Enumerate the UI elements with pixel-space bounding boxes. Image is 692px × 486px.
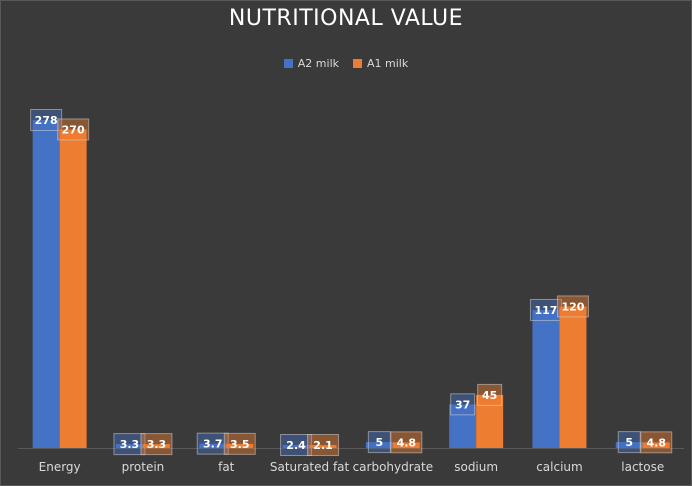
data-label-a2-4: 5 — [376, 436, 384, 449]
bar-a2-2 — [199, 443, 227, 448]
x-tick-label-7: lactose — [621, 460, 664, 474]
chart-title: NUTRITIONAL VALUE — [228, 6, 464, 31]
bar-a2-1 — [115, 444, 143, 448]
data-label-box-a1-6 — [556, 295, 589, 318]
x-tick-label-2: fat — [218, 460, 235, 474]
bar-a2-3 — [282, 445, 310, 448]
bar-a2-6 — [532, 309, 560, 448]
bar-a2-5 — [449, 404, 477, 448]
data-label-a1-7: 4.8 — [647, 436, 667, 449]
data-label-box-a2-5 — [450, 393, 476, 416]
bar-a1-3 — [309, 445, 337, 448]
data-label-a2-5: 37 — [455, 398, 470, 411]
data-label-box-a1-5 — [477, 383, 503, 406]
bar-a1-1 — [142, 444, 170, 448]
data-label-a2-2: 3.7 — [203, 438, 223, 451]
legend-item-a2: A2 milk — [283, 57, 339, 70]
data-label-box-a2-2 — [196, 432, 229, 455]
bar-a1-5 — [476, 394, 504, 448]
data-label-a1-2: 3.5 — [230, 438, 250, 451]
data-label-box-a1-0 — [57, 118, 90, 141]
legend-label-a1: A1 milk — [367, 57, 409, 70]
data-label-a1-3: 2.1 — [313, 439, 333, 452]
data-label-a2-1: 3.3 — [120, 438, 140, 451]
bar-a1-6 — [559, 306, 587, 448]
bar-a1-7 — [642, 442, 670, 448]
data-label-a1-0: 270 — [62, 123, 85, 136]
data-label-box-a1-7 — [640, 431, 673, 454]
bar-a1-4 — [392, 442, 420, 448]
data-label-a2-7: 5 — [625, 436, 633, 449]
legend-swatch-a1 — [353, 59, 362, 68]
bar-a2-7 — [615, 442, 643, 448]
bar-a1-2 — [226, 443, 254, 448]
data-label-a2-6: 117 — [534, 304, 557, 317]
x-tick-label-0: Energy — [39, 460, 81, 474]
bar-a1-0 — [59, 129, 87, 448]
bar-a2-0 — [32, 120, 60, 448]
x-tick-label-4: carbohydrate — [353, 460, 434, 474]
data-label-box-a1-4 — [390, 431, 423, 454]
data-label-a1-4: 4.8 — [397, 436, 417, 449]
chart-legend: A2 milk A1 milk — [0, 57, 692, 70]
x-tick-label-5: sodium — [454, 460, 498, 474]
bar-a2-4 — [365, 442, 393, 448]
data-label-a1-6: 120 — [561, 300, 584, 313]
data-label-box-a1-2 — [223, 432, 256, 455]
legend-label-a2: A2 milk — [297, 57, 339, 70]
data-label-a1-5: 45 — [482, 389, 497, 402]
x-tick-label-3: Saturated fat — [270, 460, 350, 474]
data-label-box-a2-0 — [30, 109, 63, 131]
x-tick-label-6: calcium — [536, 460, 583, 474]
data-label-a1-1: 3.3 — [147, 438, 167, 451]
data-label-a2-3: 2.4 — [286, 439, 306, 452]
legend-swatch-a2 — [283, 59, 293, 68]
x-tick-label-1: protein — [122, 460, 165, 474]
legend-item-a1: A1 milk — [353, 57, 408, 70]
data-label-box-a1-1 — [140, 433, 173, 456]
data-label-box-a1-3 — [307, 434, 340, 456]
data-label-a2-0: 278 — [35, 114, 58, 127]
